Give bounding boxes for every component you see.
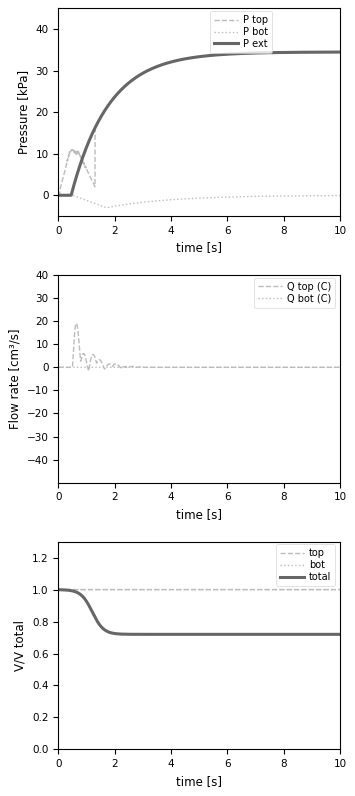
Line: total: total (59, 590, 340, 634)
top (56, 585, 61, 595)
Q bot (C) (186, 362, 190, 372)
P bot (186, 194, 190, 204)
P top (56, 190, 61, 200)
top (338, 585, 342, 595)
bot (330, 585, 334, 595)
Y-axis label: Pressure [kPa]: Pressure [kPa] (17, 70, 30, 154)
P ext (330, 47, 334, 57)
Q top (C) (74, 318, 78, 328)
P bot (193, 193, 198, 203)
top (186, 585, 190, 595)
Legend: Q top (C), Q bot (C): Q top (C), Q bot (C) (254, 278, 335, 307)
Q top (C) (56, 362, 61, 372)
top (193, 585, 197, 595)
bot (71, 585, 75, 595)
P bot (104, 203, 109, 213)
Line: P top: P top (59, 52, 340, 195)
Line: P bot: P bot (59, 195, 340, 208)
Q bot (C) (330, 362, 334, 372)
Q bot (C) (338, 362, 342, 372)
P top (186, 53, 190, 63)
Q bot (C) (71, 362, 75, 372)
P bot (278, 191, 283, 201)
top (330, 585, 334, 595)
bot (56, 585, 61, 595)
X-axis label: time [s]: time [s] (176, 775, 222, 788)
Q bot (C) (330, 362, 334, 372)
bot (193, 585, 197, 595)
top (71, 585, 75, 595)
Q top (C) (186, 362, 190, 372)
P top (330, 47, 334, 57)
P bot (71, 190, 75, 200)
Q bot (C) (278, 362, 282, 372)
Q top (C) (330, 362, 334, 372)
Q bot (C) (56, 362, 61, 372)
bot (330, 585, 334, 595)
Q top (C) (278, 362, 283, 372)
P top (330, 47, 334, 57)
Q top (C) (338, 362, 342, 372)
Line: Q top (C): Q top (C) (59, 323, 340, 371)
Y-axis label: Flow rate [cm³/s]: Flow rate [cm³/s] (8, 329, 21, 429)
P top (71, 146, 75, 155)
total (278, 630, 282, 639)
total (186, 630, 190, 639)
bot (338, 585, 342, 595)
total (56, 585, 61, 595)
Q bot (C) (193, 362, 197, 372)
bot (186, 585, 190, 595)
top (278, 585, 282, 595)
Q top (C) (87, 366, 91, 376)
P bot (330, 191, 334, 201)
total (330, 630, 334, 639)
P bot (338, 191, 342, 201)
P ext (338, 47, 342, 57)
P ext (330, 47, 334, 57)
total (71, 586, 75, 595)
Q top (C) (330, 362, 334, 372)
P ext (56, 190, 61, 200)
total (291, 630, 295, 639)
Q top (C) (193, 362, 198, 372)
Legend: P top, P bot, P ext: P top, P bot, P ext (210, 11, 272, 53)
bot (278, 585, 282, 595)
P ext (71, 184, 75, 193)
total (338, 630, 342, 639)
P ext (278, 48, 282, 57)
P bot (330, 191, 334, 201)
X-axis label: time [s]: time [s] (176, 508, 222, 521)
Y-axis label: V/V total: V/V total (13, 620, 27, 671)
P ext (193, 53, 197, 62)
P top (193, 53, 197, 62)
P top (278, 48, 282, 57)
Line: P ext: P ext (59, 52, 340, 195)
P bot (56, 190, 61, 200)
P ext (186, 53, 190, 63)
total (330, 630, 334, 639)
X-axis label: time [s]: time [s] (176, 241, 222, 255)
total (193, 630, 197, 639)
Q top (C) (71, 356, 75, 365)
P top (338, 47, 342, 57)
top (330, 585, 334, 595)
Legend: top, bot, total: top, bot, total (276, 544, 335, 586)
